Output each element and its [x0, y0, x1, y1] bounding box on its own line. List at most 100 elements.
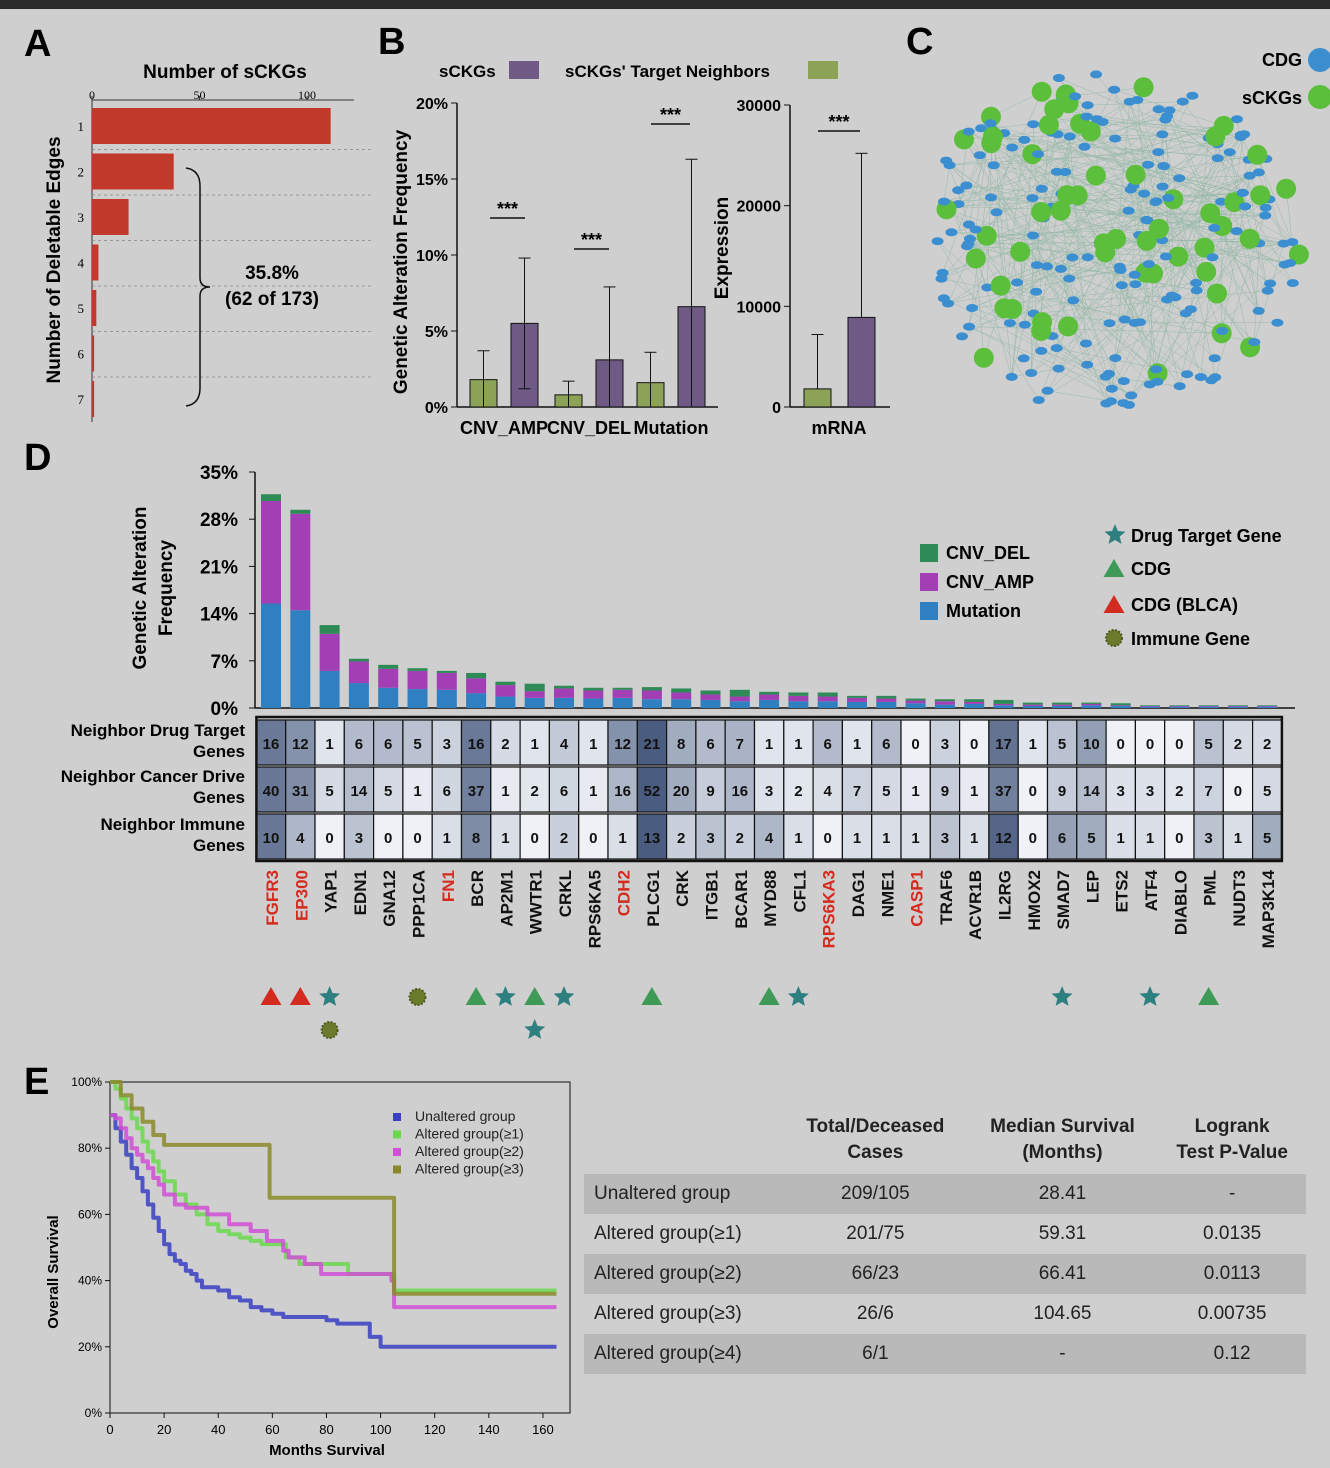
panel-b-mrna-bar-neighbors	[803, 388, 832, 408]
panel-d-matrix-value: 0	[824, 830, 832, 847]
panel-d-bar-cnv-amp	[964, 701, 985, 704]
panel-c-node-cdg	[1115, 281, 1128, 290]
panel-d-matrix-cell	[402, 813, 433, 860]
panel-c-node-cdg	[1158, 162, 1170, 171]
panel-c-edge	[1113, 89, 1174, 200]
panel-c-node-cdg	[935, 274, 948, 283]
panel-d-matrix-value: 1	[589, 783, 597, 800]
panel-e-ytick-label: 40%	[78, 1274, 102, 1288]
panel-d-matrix-value: 5	[882, 783, 890, 800]
panel-c-edge	[1069, 136, 1087, 344]
panel-d-gene-label: CASP1	[908, 870, 927, 927]
panel-e-curve	[110, 1113, 557, 1349]
panel-d-bar-mutation	[905, 703, 926, 708]
panel-c-edge	[941, 159, 1249, 279]
panel-c-node-cdg	[981, 283, 994, 292]
table-header-median: Median Survival (Months)	[990, 1116, 1135, 1163]
panel-d-matrix-cell	[871, 719, 902, 766]
panel-c-node-sckg	[1194, 237, 1215, 258]
panel-d-bar-cnv-del	[261, 494, 281, 501]
legend-drug-target: Drug Target Gene	[1131, 526, 1282, 546]
panel-d-matrix-value: 1	[882, 830, 890, 847]
panel-c-edge	[958, 101, 1183, 205]
panel-d-bar-mutation	[407, 689, 428, 708]
panel-c-node-cdg	[1156, 182, 1169, 191]
panel-d-matrix-value: 1	[443, 830, 451, 847]
panel-a-category-label: 7	[78, 392, 85, 407]
panel-c-node-cdg	[1140, 215, 1153, 224]
panel-d-bar-cnv-del	[934, 699, 955, 702]
panel-d-matrix-cell	[636, 719, 668, 766]
panel-c-node-sckg	[1050, 200, 1071, 221]
panel-c-node-cdg	[1005, 372, 1018, 381]
panel-d-gene-label: LEP	[1083, 870, 1102, 903]
panel-c-node-cdg	[1286, 279, 1299, 288]
panel-d-bar-mutation	[729, 701, 750, 708]
panel-d-matrix-cell	[900, 813, 931, 860]
panel-b-tick-label: 15%	[416, 172, 448, 189]
panel-c-node-cdg	[1113, 262, 1126, 271]
panel-c-edge	[1036, 177, 1180, 266]
legend-cdg: CDG	[1131, 559, 1171, 579]
panel-d-gene-label: NME1	[878, 870, 897, 917]
panel-d-matrix-value: 1	[618, 830, 626, 847]
panel-d-matrix-cell	[1105, 766, 1136, 813]
panel-c-edge	[1067, 199, 1270, 327]
panel-d-tick-label: 14%	[200, 605, 238, 626]
panel-b-right-tick-label: 20000	[737, 199, 782, 216]
panel-c-node-cdg	[1129, 280, 1142, 289]
panel-c-node-sckg	[1247, 144, 1268, 165]
panel-d-matrix-value: 2	[736, 830, 744, 847]
panel-c-node-cdg	[1090, 70, 1103, 79]
panel-c-edge	[1051, 132, 1141, 323]
panel-e-legend-swatch	[393, 1130, 401, 1139]
panel-d-matrix-value: 2	[1234, 736, 1242, 753]
panel-c-edge	[1009, 322, 1132, 396]
panel-d-bar-cnv-del	[1052, 702, 1073, 705]
panel-d-matrix-cell	[929, 719, 961, 766]
panel-d-marker-immune	[320, 1021, 339, 1039]
panel-c-edge	[1031, 225, 1223, 374]
panel-d-bar-cnv-del	[378, 664, 399, 669]
panel-c-node-cdg	[1173, 174, 1186, 183]
panel-c-edge	[1084, 146, 1267, 160]
panel-d-bar-cnv-amp	[612, 689, 633, 698]
panel-c-node-cdg	[1205, 376, 1218, 385]
panel-c-node-cdg	[1138, 189, 1151, 198]
panel-c-node-cdg	[1208, 354, 1221, 363]
panel-d-matrix-cell	[695, 766, 726, 813]
panel-a-category-label: 3	[78, 210, 85, 225]
table-header-row: Total/Deceased Cases Median Survival (Mont…	[584, 1110, 1306, 1174]
panel-d-matrix-cell	[519, 719, 550, 766]
panel-c-network	[931, 70, 1309, 409]
panel-d-bar-cnv-del	[1140, 705, 1160, 706]
panel-d-bar-cnv-del	[466, 672, 487, 679]
panel-c-node-cdg	[1151, 377, 1164, 386]
panel-c-edge	[937, 241, 1013, 310]
panel-c-node-sckg	[1031, 202, 1052, 223]
legend-cnv-amp: CNV_AMP	[946, 572, 1034, 592]
panel-d-matrix-cell	[578, 813, 609, 860]
panel-e-legend-label: Unaltered group	[415, 1108, 516, 1124]
panel-d-gene-label: PLCG1	[644, 870, 663, 927]
panel-c-node-cdg	[1124, 185, 1137, 194]
panel-e-xtick-label: 40	[211, 1422, 225, 1437]
panel-d-bar-cnv-del	[847, 695, 867, 698]
panel-c-edge	[963, 139, 1125, 382]
row-label-drug-1: Neighbor Drug Target	[71, 721, 246, 740]
panel-d-matrix-cell	[1017, 813, 1049, 860]
panel-d-matrix-value: 1	[970, 783, 978, 800]
panel-c-edge	[1011, 136, 1070, 377]
panel-d-matrix-cell	[255, 813, 287, 860]
panel-e-legend-swatch	[393, 1148, 401, 1156]
panel-c-node-cdg	[1231, 115, 1243, 124]
panel-c-node-cdg	[1162, 193, 1175, 202]
panel-c-edge	[1030, 235, 1034, 374]
panel-c-node-cdg	[1163, 106, 1176, 115]
panel-a-title: Number of sCKGs	[143, 62, 307, 83]
panel-d-bar-mutation	[671, 699, 692, 708]
panel-c-node-cdg	[956, 332, 968, 341]
panel-c-node-cdg	[1066, 253, 1079, 262]
panel-c-legend-sckgs-dot	[1308, 85, 1330, 109]
panel-a-bar	[92, 244, 99, 281]
